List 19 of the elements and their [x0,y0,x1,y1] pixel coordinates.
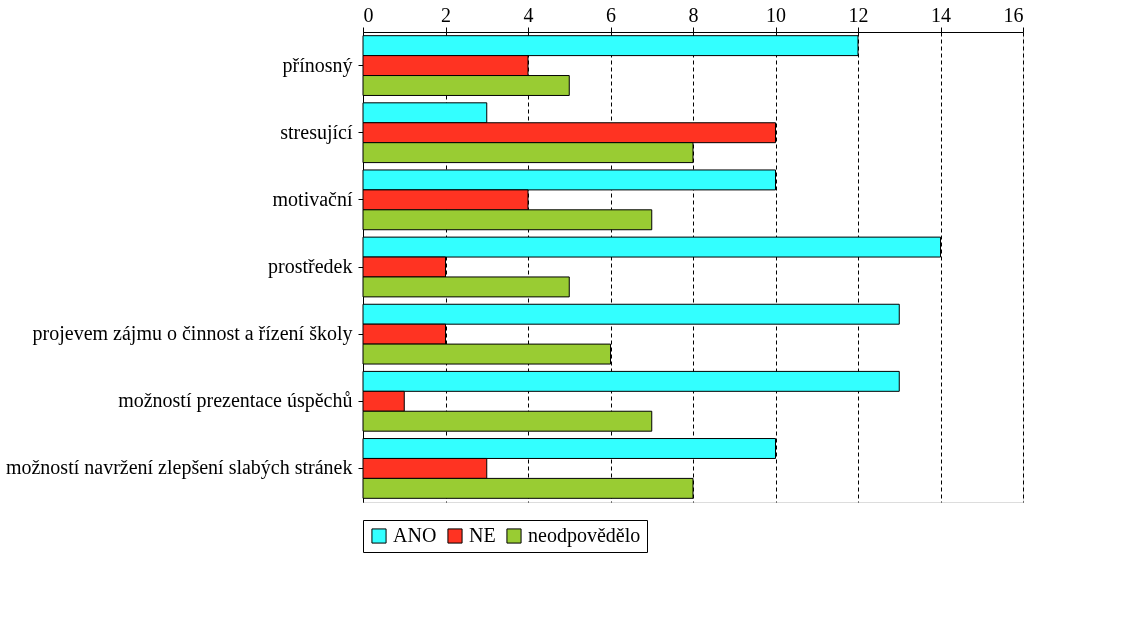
x-tick-label: 14 [931,3,951,26]
legend-label: NE [469,524,496,546]
x-tick-label: 8 [688,3,699,26]
x-tick-label: 12 [848,3,869,26]
y-tick-label: přínosný [282,53,353,77]
x-tick-label: 4 [523,3,534,26]
y-tick-label: stresující [280,120,353,144]
legend-label: neodpovědělo [528,524,641,547]
y-tick-label: motivační [272,187,353,210]
x-tick-label: 10 [766,3,786,26]
y-tick-label: projevem zájmu o činnost a řízení školy [32,322,353,346]
x-tick-label: 0 [363,3,374,26]
y-tick-label: možností navržení zlepšení slabých stránek [5,456,353,480]
y-tick-label: možností prezentace úspěchů [118,389,353,413]
x-tick-label: 2 [441,3,451,26]
y-tick-label: prostředek [268,255,353,278]
x-tick-label: 16 [1003,3,1024,26]
x-tick-label: 6 [606,3,616,26]
legend-label: ANO [393,524,437,546]
